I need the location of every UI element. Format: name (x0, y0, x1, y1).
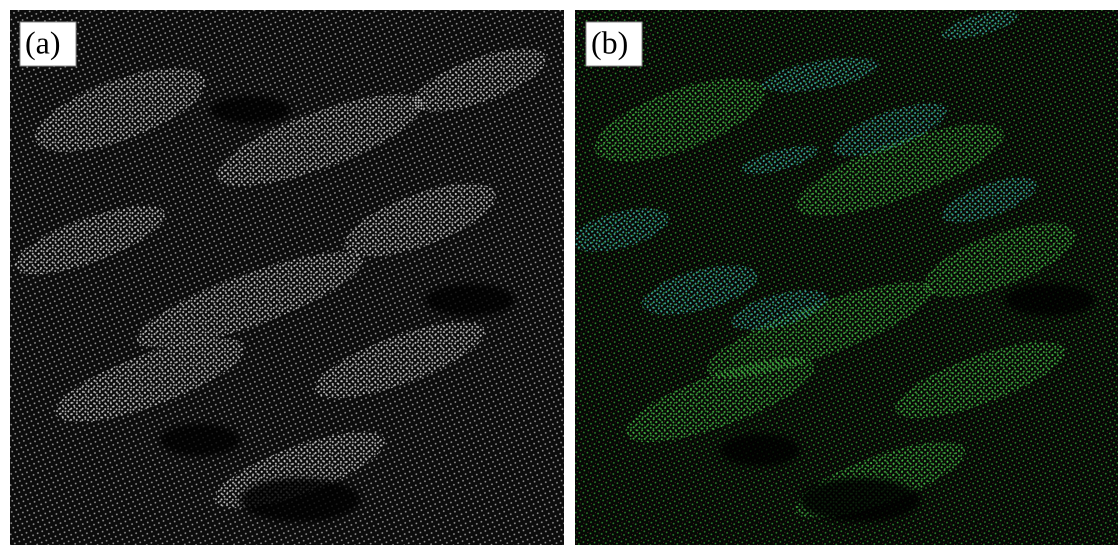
panel-label: (b) (591, 24, 628, 60)
panel-label: (a) (25, 24, 61, 60)
page: {"panels": [{"label": "(a)"}, {"label": … (0, 0, 1118, 545)
panel-a-label-box: (a) (20, 22, 76, 66)
panel-a (7, 10, 564, 545)
figure: (a) (b) (0, 0, 1118, 545)
panel-b (567, 5, 1118, 545)
panel-b-label-box: (b) (586, 22, 642, 66)
panel-gap (564, 0, 575, 545)
